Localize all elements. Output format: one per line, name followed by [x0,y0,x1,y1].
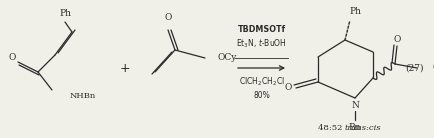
Text: TBDMSOTf: TBDMSOTf [237,26,285,34]
Text: 48:52: 48:52 [317,124,344,132]
Text: Ph: Ph [59,10,71,18]
Text: O: O [392,35,400,44]
Text: (27): (27) [404,63,423,72]
Text: Ph: Ph [348,7,360,17]
Text: OCy: OCy [432,63,434,72]
Text: O: O [8,52,16,62]
Text: Et$_3$N, $t$-BuOH: Et$_3$N, $t$-BuOH [236,38,286,50]
Text: OCy: OCy [217,54,237,63]
Text: trans:cis: trans:cis [344,124,381,132]
Text: NHBn: NHBn [70,92,96,100]
Text: ClCH$_2$CH$_2$Cl: ClCH$_2$CH$_2$Cl [238,76,284,88]
Text: +: + [119,62,130,75]
Text: Bn: Bn [348,124,360,132]
Text: 80%: 80% [253,91,269,100]
Text: O: O [284,83,291,92]
Text: N: N [350,102,358,111]
Text: O: O [164,14,171,22]
